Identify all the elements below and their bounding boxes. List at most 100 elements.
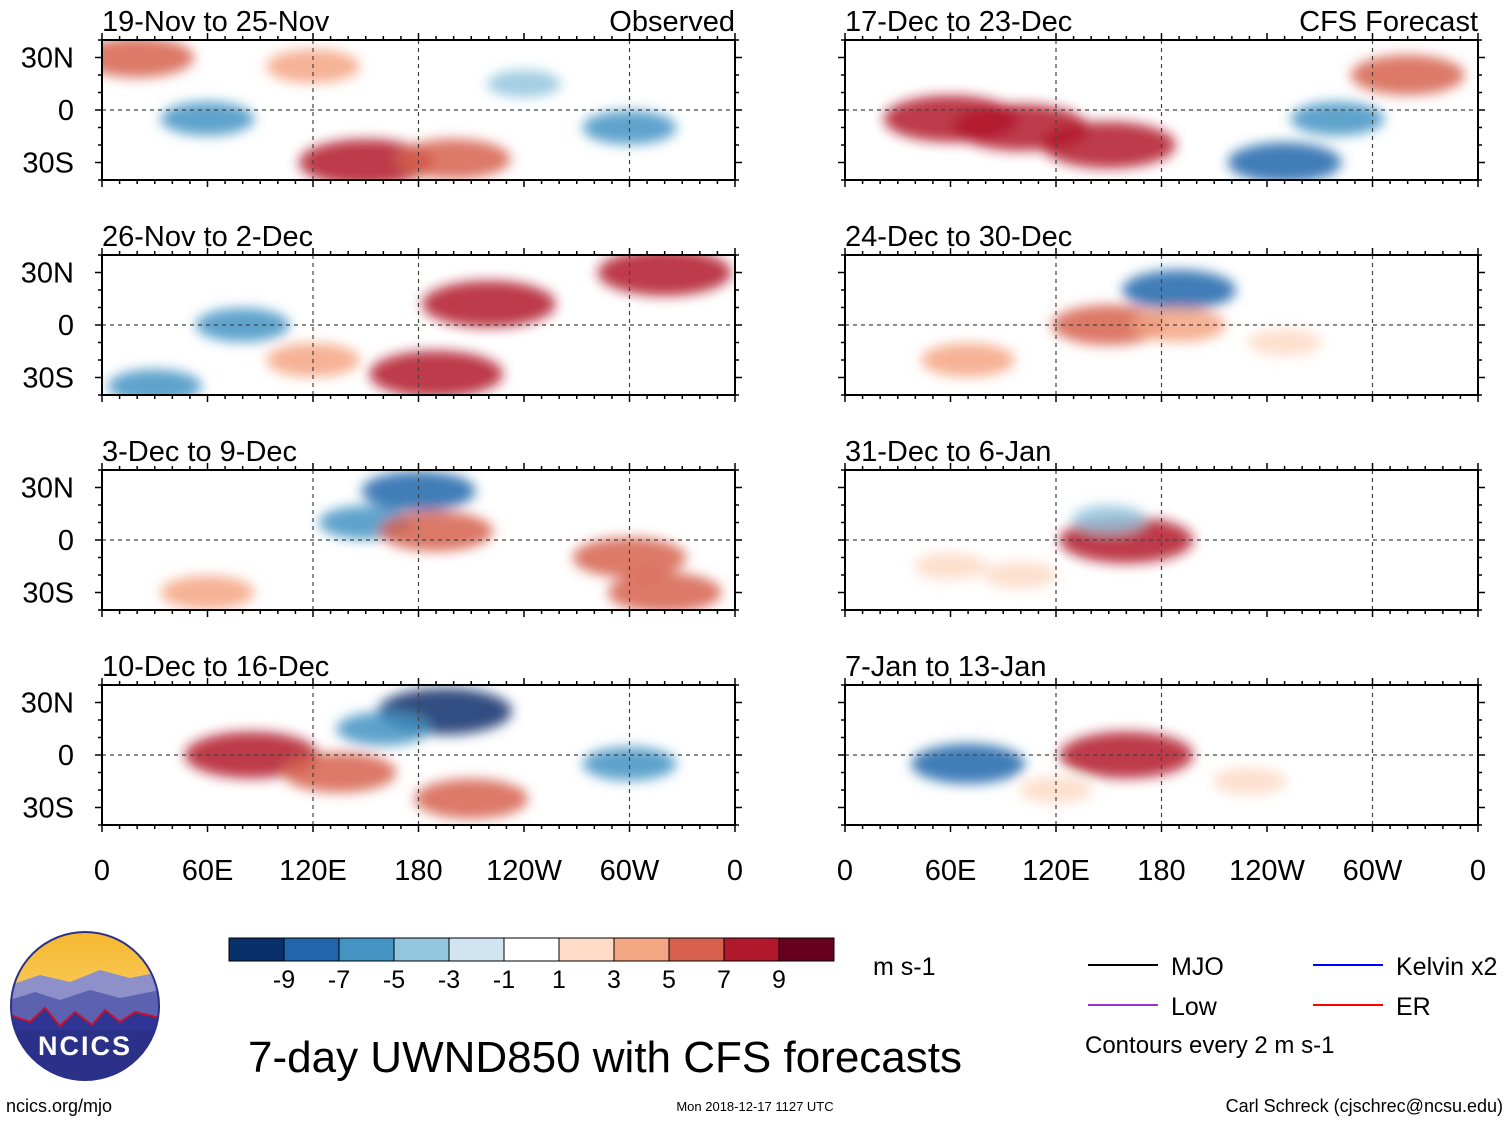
x-axis-labels: 0 60E 120E 180 120W 60W 0 0 60E 120E 180 120W 60W 0 xyxy=(94,855,1486,887)
anomaly-mark xyxy=(1227,142,1342,180)
x-tick-label: 0 xyxy=(837,855,853,887)
footer-url: ncics.org/mjo xyxy=(6,1096,112,1116)
contour-note: Contours every 2 m s-1 xyxy=(1085,1032,1334,1059)
legend-label: Kelvin x2 xyxy=(1396,953,1497,981)
anomaly-mark xyxy=(102,40,195,78)
x-tick-label: 0 xyxy=(727,855,743,887)
anomaly-mark xyxy=(298,139,433,180)
anomaly-mark xyxy=(607,572,722,610)
x-tick-label: 180 xyxy=(1137,855,1185,887)
colorbar-swatch xyxy=(448,937,505,962)
anomaly-field xyxy=(184,687,677,819)
anomaly-mark xyxy=(1290,101,1385,136)
y-tick-label: 0 xyxy=(58,310,74,342)
panel-1: 19-Nov to 25-Nov Observed 30N 0 30S xyxy=(21,6,742,187)
x-tick-label: 0 xyxy=(94,855,110,887)
colorbar-label: 3 xyxy=(607,966,621,994)
x-tick-label: 60E xyxy=(925,855,977,887)
colorbar-swatch xyxy=(668,937,725,962)
colorbar-swatch xyxy=(558,937,615,962)
y-tick-label: 30S xyxy=(22,363,74,395)
anomaly-mark xyxy=(1041,121,1176,169)
panel-period: 17-Dec to 23-Dec xyxy=(845,6,1072,38)
y-tick-label: 30N xyxy=(21,43,74,75)
anomaly-mark xyxy=(282,752,397,793)
anomaly-mark xyxy=(369,350,504,395)
x-tick-label: 0 xyxy=(1470,855,1486,887)
x-tick-label: 120W xyxy=(486,855,562,887)
panel-period: 19-Nov to 25-Nov xyxy=(102,6,330,38)
legend-label: ER xyxy=(1396,993,1431,1021)
anomaly-mark xyxy=(421,280,556,328)
y-tick-label: 0 xyxy=(58,740,74,772)
anomaly-field xyxy=(921,269,1322,377)
anomaly-mark xyxy=(572,537,687,578)
anomaly-field xyxy=(883,54,1465,180)
footer-timestamp: Mon 2018-12-17 1127 UTC xyxy=(676,1099,833,1114)
colorbar-label: 1 xyxy=(552,966,566,994)
panel-5: 17-Dec to 23-Dec CFS Forecast xyxy=(838,6,1485,187)
anomaly-mark xyxy=(379,511,494,552)
column-title: CFS Forecast xyxy=(1299,6,1478,38)
column-title: Observed xyxy=(609,6,735,38)
x-tick-label: 120E xyxy=(1022,855,1090,887)
panel-period: 10-Dec to 16-Dec xyxy=(102,651,329,683)
y-tick-label: 30S xyxy=(22,148,74,180)
colorbar-label: -5 xyxy=(383,966,405,994)
colorbar-units: m s-1 xyxy=(873,953,936,981)
colorbar-swatch xyxy=(228,937,285,962)
colorbar-label: 7 xyxy=(717,966,731,994)
anomaly-mark xyxy=(1132,308,1227,342)
anomaly-mark xyxy=(921,343,1016,377)
colorbar-swatch xyxy=(283,937,340,962)
y-tick-label: 30N xyxy=(21,688,74,720)
colorbar-label: -9 xyxy=(273,966,295,994)
panel-8: 7-Jan to 13-Jan xyxy=(838,651,1485,832)
panel-period: 7-Jan to 13-Jan xyxy=(845,651,1047,683)
colorbar-swatch xyxy=(393,937,450,962)
chart-title: 7-day UWND850 with CFS forecasts xyxy=(248,1033,962,1082)
anomaly-mark xyxy=(195,308,290,342)
panel-4: 10-Dec to 16-Dec 30N 0 30S xyxy=(21,651,742,832)
panel-6: 24-Dec to 30-Dec xyxy=(838,221,1485,402)
anomaly-mark xyxy=(983,561,1058,589)
y-tick-label: 30N xyxy=(21,473,74,505)
x-tick-label: 60W xyxy=(600,855,660,887)
colorbar-swatch xyxy=(723,937,780,962)
anomaly-mark xyxy=(160,101,255,136)
anomaly-mark xyxy=(1051,304,1166,346)
colorbar-label: 9 xyxy=(772,966,786,994)
colorbar-label: -3 xyxy=(438,966,460,994)
legend-label: Low xyxy=(1171,993,1218,1021)
legend-label: MJO xyxy=(1171,953,1224,981)
anomaly-mark xyxy=(1212,767,1287,796)
colorbar-swatch xyxy=(613,937,670,962)
panel-3: 3-Dec to 9-Dec 30N 0 30S xyxy=(21,436,742,617)
anomaly-mark xyxy=(107,369,202,395)
anomaly-mark xyxy=(160,575,255,610)
anomaly-field xyxy=(107,255,732,395)
logo-text: NCICS xyxy=(38,1031,132,1061)
footer-credit: Carl Schreck (cjschrec@ncsu.edu) xyxy=(1226,1096,1503,1116)
ncics-logo: NCICS xyxy=(10,931,160,1081)
contour-legend: MJO Kelvin x2 Low ER Contours every 2 m s-1 xyxy=(1085,953,1497,1059)
anomaly-mark xyxy=(361,470,476,512)
colorbar-label: 5 xyxy=(662,966,676,994)
anomaly-mark xyxy=(582,110,677,145)
anomaly-mark xyxy=(336,711,431,746)
anomaly-mark xyxy=(1122,269,1237,311)
anomaly-field xyxy=(160,470,722,610)
y-tick-label: 30S xyxy=(22,793,74,825)
anomaly-mark xyxy=(597,255,732,296)
panel-period: 3-Dec to 9-Dec xyxy=(102,436,297,468)
colorbar-swatch xyxy=(778,937,835,962)
y-tick-label: 30S xyxy=(22,578,74,610)
colorbar-label: -1 xyxy=(493,966,515,994)
anomaly-field xyxy=(102,40,677,180)
anomaly-mark xyxy=(396,138,511,180)
colorbar-swatch xyxy=(503,937,560,962)
x-tick-label: 120E xyxy=(279,855,347,887)
colorbar-label: -7 xyxy=(328,966,350,994)
x-tick-label: 60E xyxy=(182,855,234,887)
